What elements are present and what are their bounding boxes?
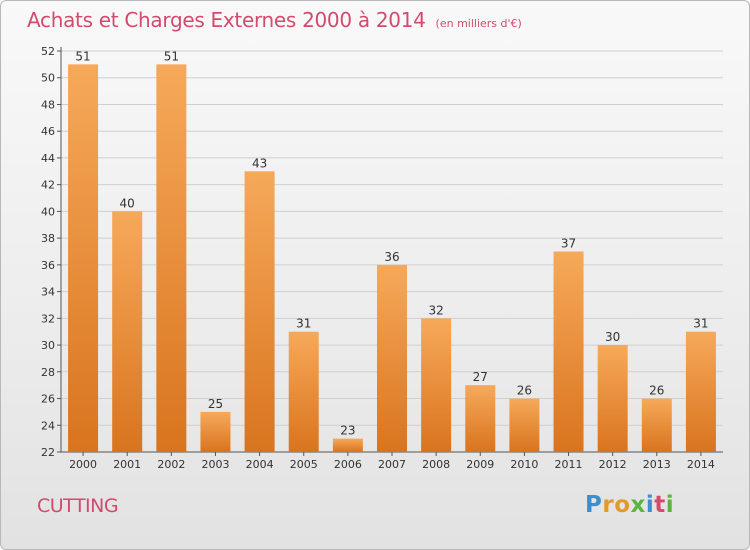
bar-value-label: 31 <box>296 317 311 331</box>
y-tick-label: 42 <box>41 179 55 192</box>
x-tick-label: 2009 <box>466 458 494 471</box>
y-tick-label: 26 <box>41 393 55 406</box>
bar-value-label: 26 <box>649 384 664 398</box>
x-tick-label: 2008 <box>422 458 450 471</box>
logo-letter: t <box>654 492 666 518</box>
bar-value-label: 23 <box>340 424 355 438</box>
y-tick-label: 48 <box>41 98 55 111</box>
x-tick-label: 2011 <box>555 458 583 471</box>
bar <box>641 398 672 452</box>
bar-value-label: 51 <box>75 49 90 63</box>
x-tick-label: 2004 <box>246 458 274 471</box>
y-tick-label: 34 <box>41 286 55 299</box>
bar <box>200 411 231 452</box>
y-tick-label: 40 <box>41 205 55 218</box>
logo-letter: P <box>585 492 603 518</box>
commune-label: CUTTING <box>37 495 119 517</box>
y-tick-label: 46 <box>41 125 55 138</box>
bar-value-label: 51 <box>164 49 179 63</box>
bar <box>112 211 143 452</box>
bar <box>288 331 319 452</box>
x-tick-label: 2000 <box>69 458 97 471</box>
bar <box>597 345 628 452</box>
bar <box>685 331 716 452</box>
y-tick-label: 28 <box>41 366 55 379</box>
bar-value-label: 43 <box>252 156 267 170</box>
bar <box>421 318 452 452</box>
bar-value-label: 36 <box>384 250 399 264</box>
bar <box>156 64 187 452</box>
chart-title-text: Achats et Charges Externes 2000 à 2014 <box>27 8 426 32</box>
x-tick-label: 2003 <box>201 458 229 471</box>
chart-subtitle: (en milliers d'€) <box>435 17 522 30</box>
logo-letter: i <box>665 492 675 518</box>
y-tick-label: 30 <box>41 339 55 352</box>
data-labels: 51 40 51 25 43 31 23 36 32 27 26 37 30 26 31 <box>75 49 708 437</box>
bar <box>377 264 407 452</box>
x-tick-label: 2006 <box>334 458 362 471</box>
x-tick-label: 2012 <box>599 458 627 471</box>
bar <box>68 64 99 452</box>
y-tick-label: 36 <box>41 259 55 272</box>
proxiti-logo: Proxiti <box>585 492 674 518</box>
logo-letter: r <box>602 492 615 518</box>
x-tick-label: 2002 <box>157 458 185 471</box>
x-tick-label: 2005 <box>290 458 318 471</box>
x-tick-labels: 2000 2001 2002 2003 2004 2005 2006 2007 2008 2009… <box>69 452 715 471</box>
logo-letter: i <box>645 492 655 518</box>
bar-value-label: 37 <box>561 237 576 251</box>
bar-value-label: 40 <box>120 196 135 210</box>
bar-value-label: 26 <box>517 384 532 398</box>
x-tick-label: 2014 <box>687 458 715 471</box>
y-tick-label: 50 <box>41 72 55 85</box>
chart-title: Achats et Charges Externes 2000 à 2014 (e… <box>27 8 522 32</box>
x-tick-label: 2007 <box>378 458 406 471</box>
y-tick-label: 52 <box>41 45 55 58</box>
bar <box>465 385 496 452</box>
x-tick-label: 2010 <box>510 458 538 471</box>
y-tick-label: 24 <box>41 419 55 432</box>
y-tick-label: 44 <box>41 152 55 165</box>
bar-value-label: 31 <box>693 317 708 331</box>
logo-letter: x <box>630 492 646 518</box>
bar-value-label: 25 <box>208 397 223 411</box>
y-tick-label: 32 <box>41 312 55 325</box>
y-tick-label: 22 <box>41 446 55 459</box>
x-tick-label: 2013 <box>643 458 671 471</box>
bar <box>509 398 540 452</box>
bars <box>68 64 716 453</box>
bar <box>332 438 363 452</box>
bar <box>244 171 275 453</box>
y-tick-labels: 22 24 26 28 30 32 34 36 38 40 42 44 46 48 50 52 <box>41 45 55 459</box>
bar-value-label: 32 <box>428 303 443 317</box>
y-tick-label: 38 <box>41 232 55 245</box>
x-tick-label: 2001 <box>113 458 141 471</box>
logo-letter: o <box>614 492 631 518</box>
bar-value-label: 27 <box>473 370 488 384</box>
bar-value-label: 30 <box>605 330 620 344</box>
bar <box>553 251 584 452</box>
